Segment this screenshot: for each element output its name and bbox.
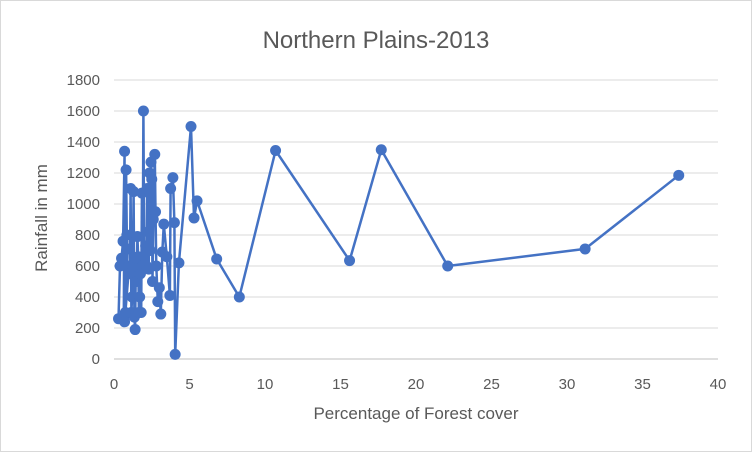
data-point-marker <box>137 105 149 117</box>
data-point-marker <box>144 245 156 256</box>
y-tick-label: 1000 <box>67 196 100 213</box>
data-point-marker <box>673 169 685 181</box>
y-tick-label: 1800 <box>67 72 100 89</box>
data-point-marker <box>152 296 164 308</box>
y-tick-label: 800 <box>75 227 100 244</box>
x-tick-label: 25 <box>483 376 500 393</box>
data-point-marker <box>146 173 158 185</box>
data-point-marker <box>185 121 197 132</box>
data-point-marker <box>270 145 282 157</box>
y-tick-label: 400 <box>75 289 100 306</box>
data-point-marker <box>164 289 176 301</box>
data-point-marker <box>165 183 177 194</box>
data-point-marker <box>158 218 170 230</box>
data-point-marker <box>116 252 128 264</box>
data-point-marker <box>150 206 162 218</box>
data-point-marker <box>122 243 134 255</box>
data-point-marker <box>442 260 454 272</box>
chart-title: Northern Plains-2013 <box>263 27 490 54</box>
data-point-marker <box>155 308 167 320</box>
data-point-marker <box>168 217 180 229</box>
x-axis-ticks: 0 5 10 15 20 25 30 35 40 <box>110 376 727 393</box>
data-point-marker <box>120 164 132 176</box>
y-tick-label: 1200 <box>67 165 100 182</box>
y-tick-label: 0 <box>92 351 100 368</box>
data-series <box>113 105 685 360</box>
x-tick-label: 35 <box>634 376 651 393</box>
x-tick-label: 10 <box>257 376 274 393</box>
data-point-marker <box>579 243 591 255</box>
data-point-marker <box>135 307 147 318</box>
data-point-marker <box>131 231 143 243</box>
y-tick-label: 600 <box>75 258 100 275</box>
data-point-marker <box>149 148 161 160</box>
data-point-marker <box>191 195 203 207</box>
data-point-marker <box>128 186 140 198</box>
data-point-marker <box>126 291 138 303</box>
data-point-marker <box>142 226 154 238</box>
data-point-marker <box>167 172 179 184</box>
data-point-marker <box>161 251 173 263</box>
data-point-marker <box>153 282 165 294</box>
gridlines <box>114 79 718 329</box>
data-point-marker <box>344 255 356 267</box>
y-axis-title: Rainfall in mm <box>32 164 51 272</box>
data-point-marker <box>119 316 131 328</box>
series-line <box>117 109 680 356</box>
y-tick-label: 200 <box>75 320 100 337</box>
data-point-marker <box>169 348 181 360</box>
data-point-marker <box>211 253 223 265</box>
data-point-marker <box>233 291 245 303</box>
x-axis-title: Percentage of Forest cover <box>313 404 518 423</box>
y-axis-ticks: 0 200 400 600 800 1000 1200 1400 1600 1800 <box>67 72 100 368</box>
data-point-marker <box>119 145 131 157</box>
x-tick-label: 40 <box>710 376 727 393</box>
data-point-marker <box>134 291 146 303</box>
data-point-marker <box>188 212 200 224</box>
data-point-marker <box>129 324 141 336</box>
data-point-marker <box>150 260 162 272</box>
data-point-marker <box>121 229 133 241</box>
data-point-marker <box>173 257 185 269</box>
y-tick-label: 1400 <box>67 134 100 151</box>
x-tick-label: 0 <box>110 376 118 393</box>
y-tick-label: 1600 <box>67 103 100 120</box>
x-tick-label: 5 <box>185 376 193 393</box>
data-point-marker <box>375 144 387 156</box>
x-tick-label: 30 <box>559 376 576 393</box>
x-tick-label: 15 <box>332 376 349 393</box>
x-tick-label: 20 <box>408 376 425 393</box>
data-point-marker <box>141 183 153 194</box>
